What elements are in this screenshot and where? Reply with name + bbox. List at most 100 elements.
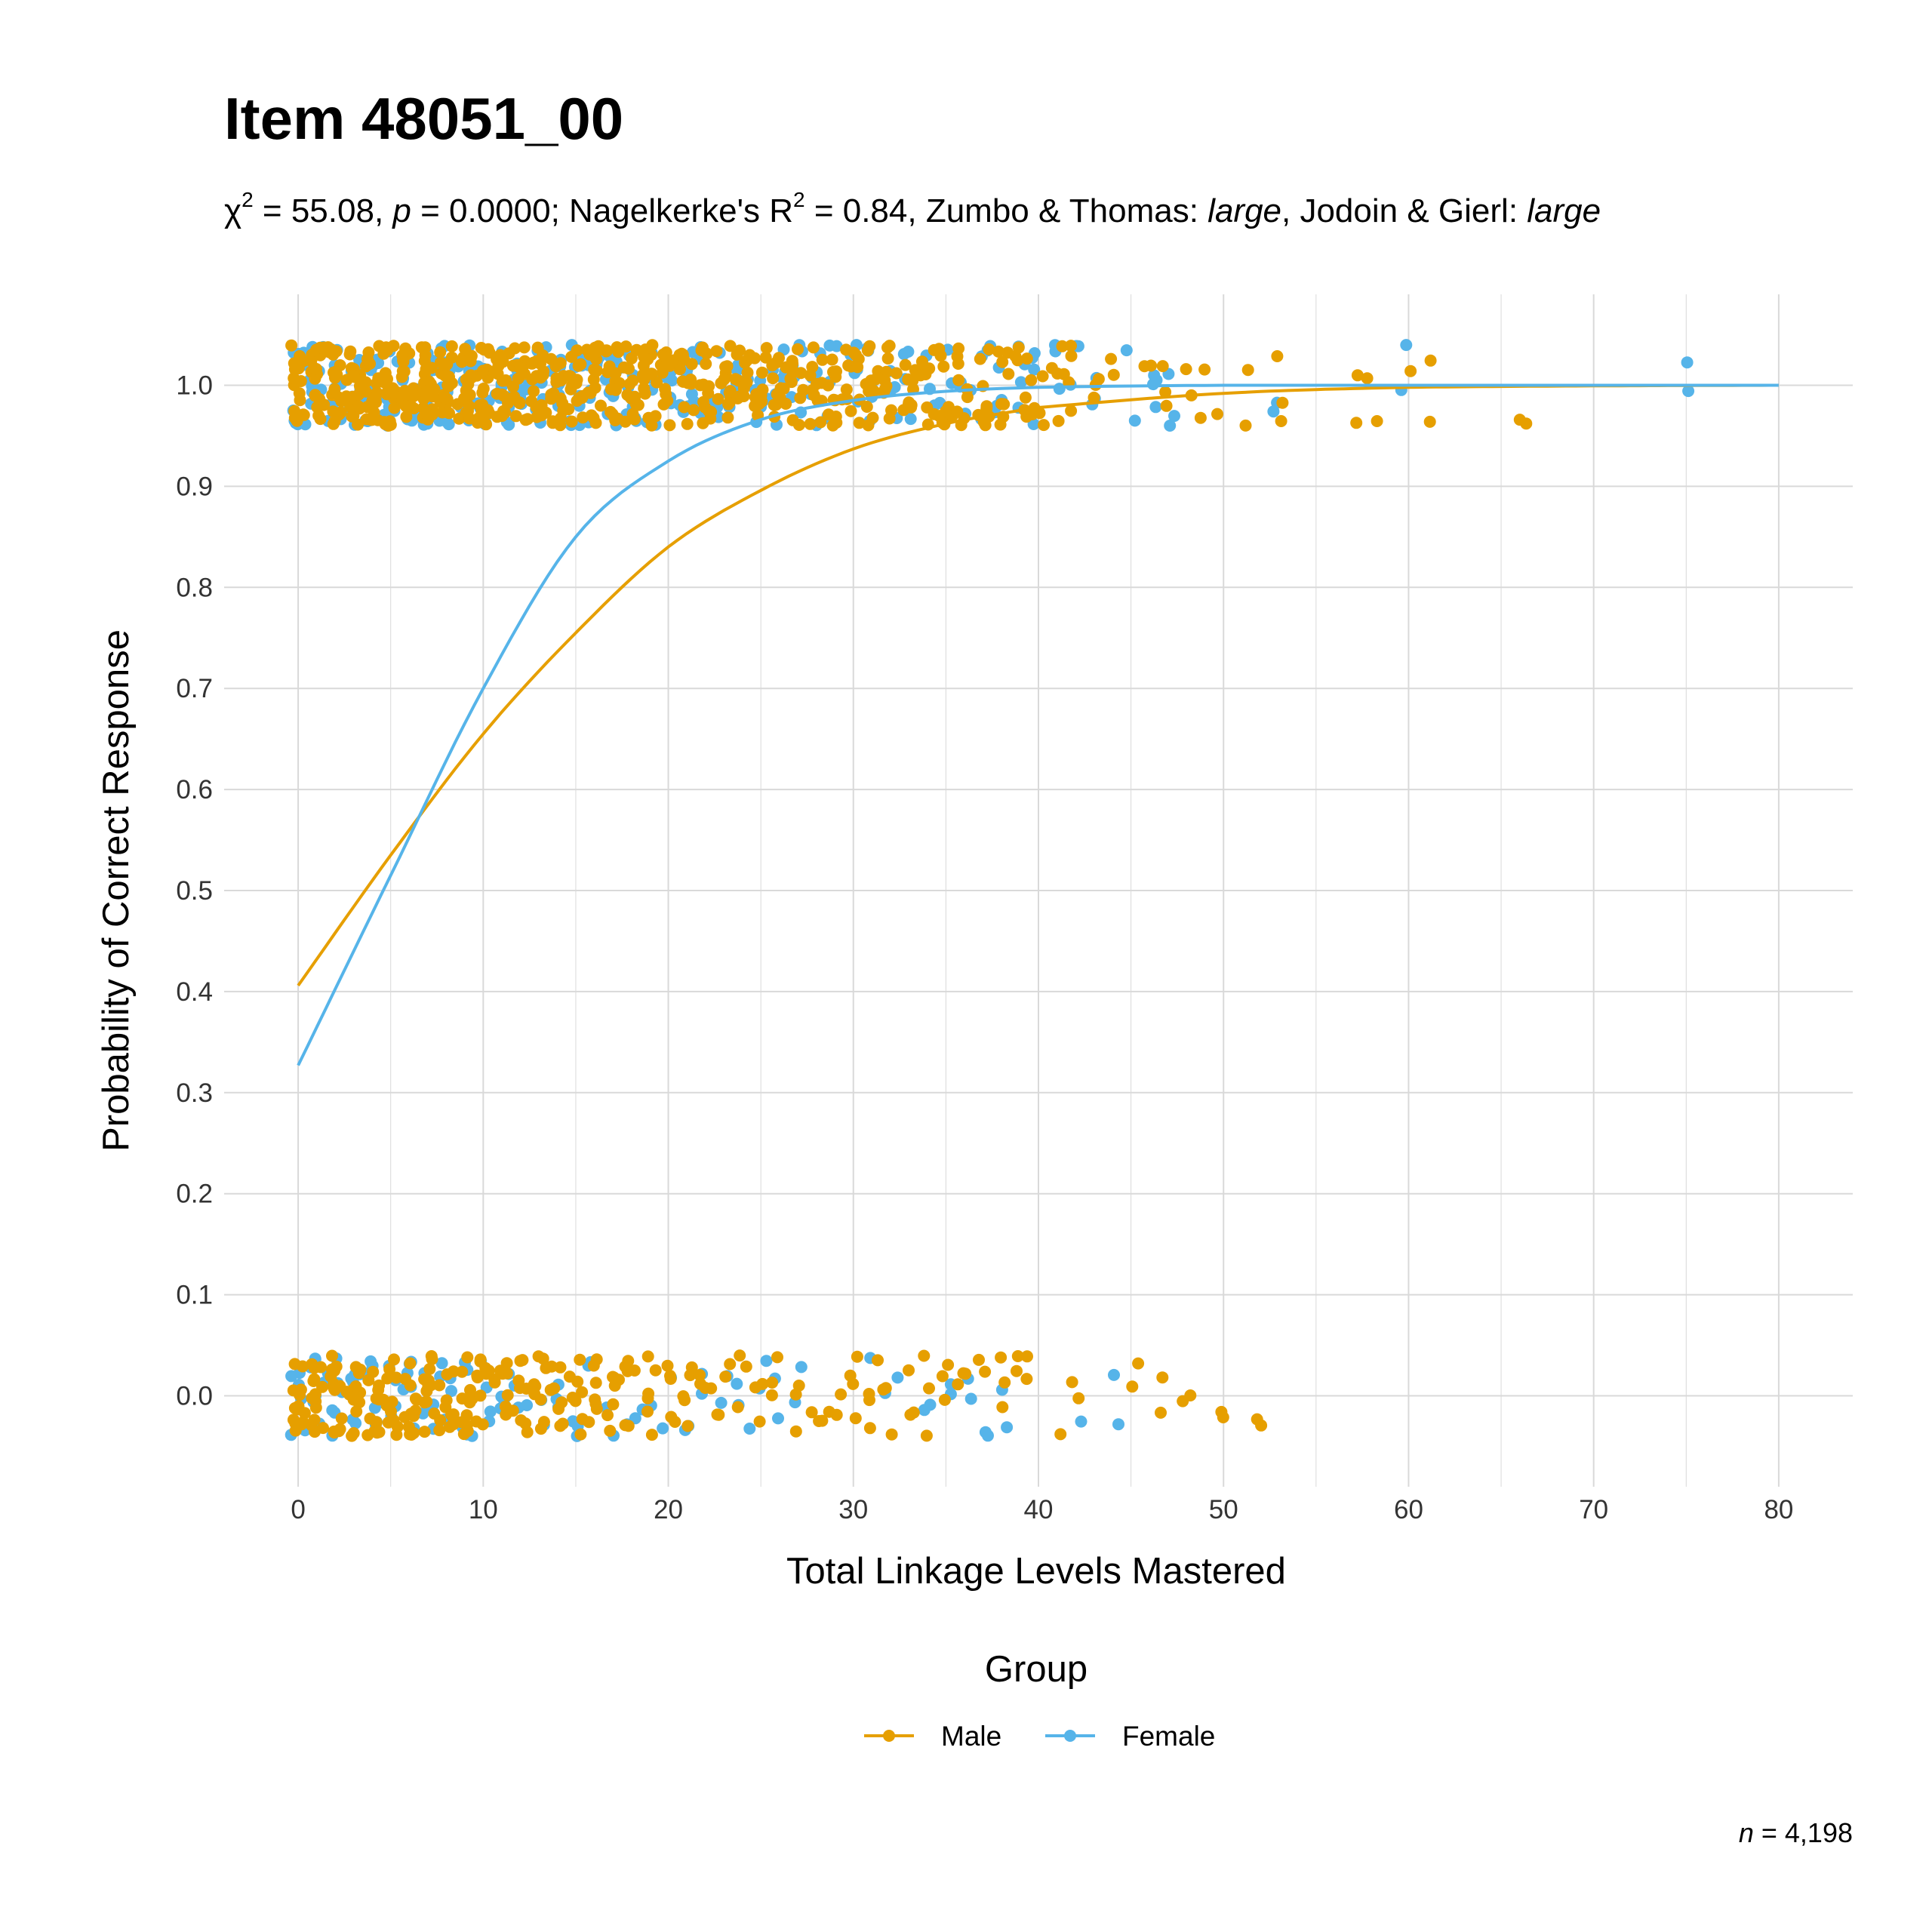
chi-symbol: χ <box>224 192 242 229</box>
data-point <box>942 1358 955 1371</box>
data-point <box>285 339 298 352</box>
data-point <box>508 390 521 403</box>
y-tick-label: 0.0 <box>176 1381 213 1411</box>
data-point <box>952 1378 964 1391</box>
legend-dot <box>1064 1730 1076 1742</box>
data-point <box>734 1349 746 1362</box>
data-point <box>979 1365 992 1378</box>
data-point <box>309 1426 321 1438</box>
data-point <box>1267 405 1280 418</box>
data-point <box>645 419 658 432</box>
legend-item-male: Male <box>864 1721 1001 1752</box>
data-point <box>849 1412 862 1425</box>
data-point <box>1156 1371 1169 1384</box>
data-point <box>364 358 376 370</box>
data-point <box>555 412 567 425</box>
data-point <box>537 1352 549 1365</box>
data-point <box>361 1429 374 1441</box>
data-point <box>973 1353 985 1366</box>
data-point <box>878 383 891 395</box>
data-point <box>318 398 331 411</box>
data-point <box>1211 408 1223 420</box>
data-point <box>766 1377 779 1389</box>
data-point <box>398 1411 411 1423</box>
data-point <box>496 410 509 423</box>
data-point <box>903 1364 915 1377</box>
data-point <box>940 405 952 417</box>
data-point <box>308 1414 321 1426</box>
data-point <box>1120 344 1133 357</box>
data-point <box>362 346 375 358</box>
data-point <box>964 1392 977 1405</box>
data-point <box>590 365 603 377</box>
data-point <box>765 1389 778 1401</box>
data-point <box>794 392 807 405</box>
data-point <box>294 1383 307 1396</box>
data-point <box>549 360 562 373</box>
chi-value: = 55.08, <box>253 192 393 229</box>
data-point <box>814 416 827 429</box>
data-point <box>749 1381 761 1394</box>
data-point <box>733 390 746 403</box>
data-point <box>923 362 936 375</box>
data-point <box>1168 410 1180 423</box>
data-point <box>731 1377 743 1390</box>
data-point <box>595 399 607 412</box>
data-point <box>715 1396 728 1409</box>
data-point <box>350 1405 363 1418</box>
data-point <box>786 414 799 426</box>
data-point <box>290 408 303 420</box>
data-point <box>368 406 380 419</box>
data-point <box>589 1377 602 1389</box>
data-point <box>513 361 526 374</box>
data-point <box>480 418 493 431</box>
data-point <box>1126 1380 1139 1393</box>
data-point <box>404 1379 417 1392</box>
data-point <box>1180 363 1192 376</box>
data-point <box>424 377 437 390</box>
data-point <box>1350 417 1363 429</box>
data-point <box>1159 386 1172 398</box>
data-points <box>285 339 1695 1442</box>
data-point <box>937 360 950 373</box>
data-point <box>457 1428 470 1441</box>
data-point <box>574 1428 587 1441</box>
data-point <box>1019 391 1032 404</box>
data-point <box>678 401 691 414</box>
data-point <box>552 1402 565 1415</box>
data-point <box>995 398 1008 411</box>
data-point <box>771 388 783 401</box>
data-point <box>811 377 823 390</box>
data-point <box>952 358 964 370</box>
data-point <box>660 351 673 364</box>
data-point <box>822 379 835 392</box>
data-point <box>816 353 829 366</box>
data-point <box>983 343 995 355</box>
data-point <box>325 343 338 356</box>
data-point <box>1404 365 1417 377</box>
data-point <box>816 1414 829 1427</box>
data-point <box>760 342 773 355</box>
data-point <box>862 419 875 432</box>
data-point <box>629 390 641 403</box>
data-point <box>548 1382 561 1395</box>
data-point <box>740 1360 752 1373</box>
data-point <box>385 1405 397 1418</box>
data-point <box>346 410 358 423</box>
data-point <box>622 1420 635 1432</box>
data-point <box>550 372 563 385</box>
data-point <box>645 1429 658 1441</box>
data-point <box>891 1371 904 1384</box>
data-point <box>1054 1428 1067 1441</box>
data-point <box>381 1372 394 1385</box>
data-point <box>418 355 431 368</box>
data-point <box>700 358 712 371</box>
data-point <box>1021 1350 1033 1363</box>
data-point <box>476 386 489 399</box>
data-point <box>448 1365 460 1378</box>
data-point <box>1177 1395 1189 1407</box>
chart-title: Item 48051_00 <box>224 85 624 152</box>
data-point <box>433 1379 446 1392</box>
data-point <box>749 391 761 404</box>
data-point <box>309 1401 322 1414</box>
